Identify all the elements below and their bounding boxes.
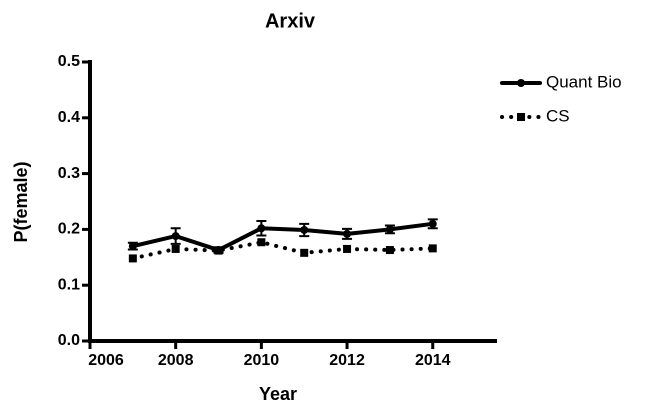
point [171,244,180,253]
y-tick-label: 0.2 [58,221,80,238]
y-tick-label: 0.0 [58,332,80,349]
point [343,229,352,238]
legend-marker [517,113,525,121]
point [257,238,266,247]
x-tick-label: 2012 [329,352,365,369]
x-tick-label: 2008 [158,352,194,369]
y-tick-label: 0.3 [58,165,80,182]
y-tick-label: 0.1 [58,276,80,293]
point [385,225,394,234]
legend-label: CS [546,106,570,125]
point [128,242,137,251]
x-tick-label: 2006 [88,352,124,369]
chart-title: Arxiv [265,10,316,32]
point [171,232,180,241]
point [128,254,137,263]
x-axis-label: Year [259,384,297,404]
point [428,244,437,253]
legend-marker [517,79,525,87]
point [428,219,437,228]
point [343,244,352,253]
y-tick-label: 0.5 [58,53,80,70]
series-line [130,240,435,261]
x-tick-label: 2010 [244,352,280,369]
point [300,225,309,234]
point [385,246,394,255]
y-axis-label: P(female) [11,161,31,242]
point [214,246,223,255]
series-line [130,221,435,253]
point [257,224,266,233]
point [300,248,309,257]
x-tick-label: 2014 [415,352,451,369]
y-tick-label: 0.4 [58,109,80,126]
legend-label: Quant Bio [546,72,622,91]
